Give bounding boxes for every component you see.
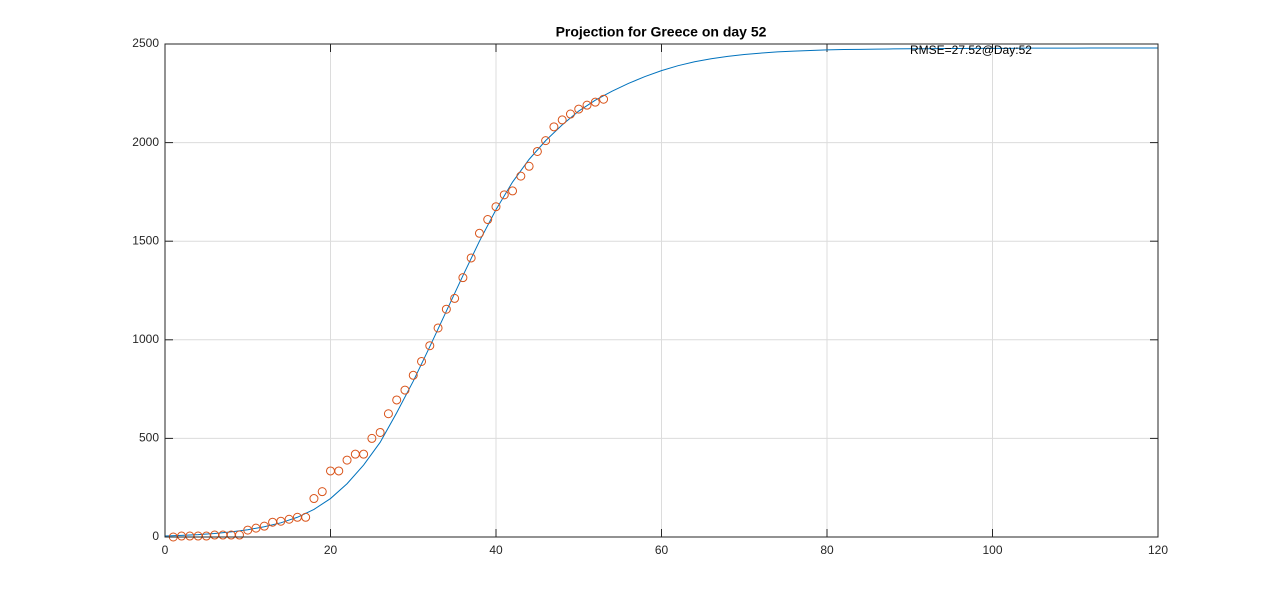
y-tick-label: 2500 — [132, 36, 159, 50]
data-point — [243, 525, 253, 535]
data-point — [541, 136, 551, 146]
x-tick-label: 40 — [489, 543, 503, 557]
data-point — [499, 190, 509, 200]
data-point — [251, 523, 261, 533]
x-tick-label: 20 — [324, 543, 338, 557]
data-point — [582, 100, 592, 110]
x-tick-label: 120 — [1148, 543, 1168, 557]
data-point — [557, 115, 567, 125]
x-tick-label: 100 — [982, 543, 1002, 557]
plot-area — [164, 43, 1159, 542]
data-point — [284, 514, 294, 524]
x-tick-label: 60 — [655, 543, 669, 557]
data-point — [400, 385, 410, 395]
y-tick-label: 1000 — [132, 332, 159, 346]
data-point — [433, 323, 443, 333]
data-point — [474, 228, 484, 238]
data-point — [450, 293, 460, 303]
data-point — [383, 409, 393, 419]
data-point — [532, 146, 542, 156]
data-point — [574, 104, 584, 114]
data-point — [367, 433, 377, 443]
y-tick-label: 2000 — [132, 135, 159, 149]
y-tick-label: 1500 — [132, 233, 159, 247]
data-point — [259, 521, 269, 531]
data-point — [334, 466, 344, 476]
data-point — [458, 273, 468, 283]
data-point — [276, 516, 286, 526]
data-point — [549, 122, 559, 132]
y-tick-label: 0 — [152, 529, 159, 543]
annotation: RMSE=27.52@Day:52 — [910, 43, 1032, 57]
data-point — [359, 449, 369, 459]
fit-line — [164, 47, 1158, 537]
data-point — [392, 395, 402, 405]
y-tick-label: 500 — [139, 431, 159, 445]
data-point — [491, 202, 501, 212]
data-point — [417, 356, 427, 366]
data-point — [309, 494, 319, 504]
data-point — [317, 487, 327, 497]
data-point — [234, 530, 244, 540]
chart-title: Projection for Greece on day 52 — [556, 24, 767, 40]
x-tick-label: 0 — [162, 543, 169, 557]
data-point — [301, 512, 311, 522]
data-point — [408, 370, 418, 380]
data-point — [590, 97, 600, 107]
data-point — [524, 161, 534, 171]
x-tick-label: 80 — [820, 543, 834, 557]
data-point — [342, 455, 352, 465]
data-point — [466, 253, 476, 263]
data-point — [425, 341, 435, 351]
data-point — [375, 427, 385, 437]
data-point — [508, 186, 518, 196]
data-point — [565, 109, 575, 119]
data-point — [599, 94, 609, 104]
plot-border — [164, 43, 1159, 538]
data-point — [516, 171, 526, 181]
data-point — [483, 215, 493, 225]
data-point — [441, 304, 451, 314]
